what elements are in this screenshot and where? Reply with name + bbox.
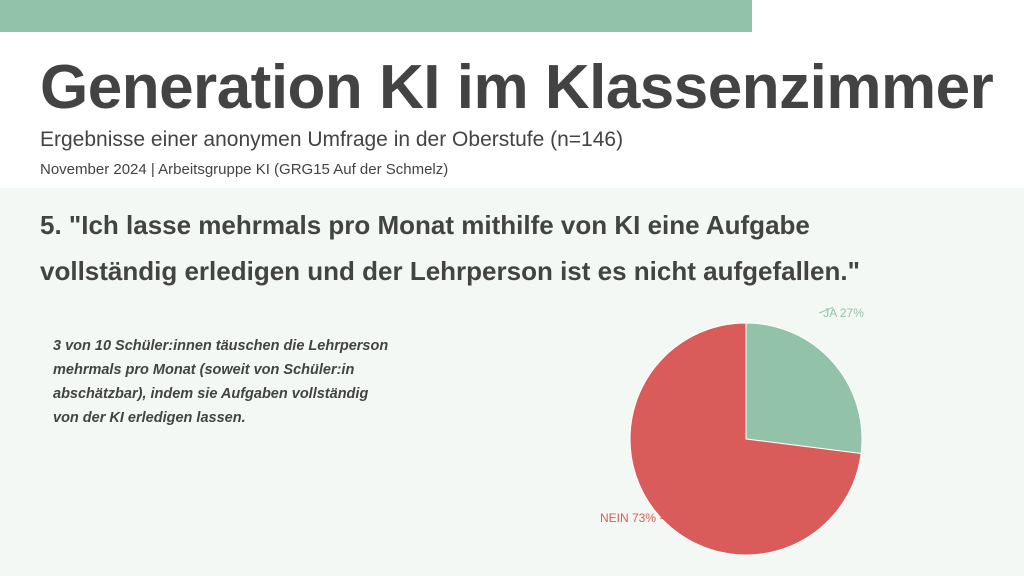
- pie-leader-ja: [819, 306, 834, 314]
- pie-chart: JA 27% NEIN 73%: [600, 306, 864, 556]
- page-meta: November 2024 | Arbeitsgruppe KI (GRG15 …: [40, 161, 449, 178]
- page-title: Generation KI im Klassenzimmer: [40, 53, 994, 122]
- pie-label-nein: NEIN 73%: [600, 511, 656, 525]
- question-heading: 5. "Ich lasse mehrmals pro Monat mithilf…: [40, 210, 860, 286]
- pie-slice-ja: [745, 322, 863, 455]
- pie-label-ja: JA 27%: [823, 306, 864, 320]
- pie-leader-nein: [659, 517, 671, 521]
- header: Generation KI im Klassenzimmer Ergebniss…: [0, 32, 1024, 188]
- page-subtitle: Ergebnisse einer anonymen Umfrage in der…: [40, 128, 624, 151]
- summary-text: 3 von 10 Schüler:innen täuschen die Lehr…: [53, 338, 389, 426]
- top-accent-bar: [0, 0, 752, 32]
- pie-slice-nein: [629, 322, 862, 556]
- content-panel: 5. "Ich lasse mehrmals pro Monat mithilf…: [0, 188, 1024, 576]
